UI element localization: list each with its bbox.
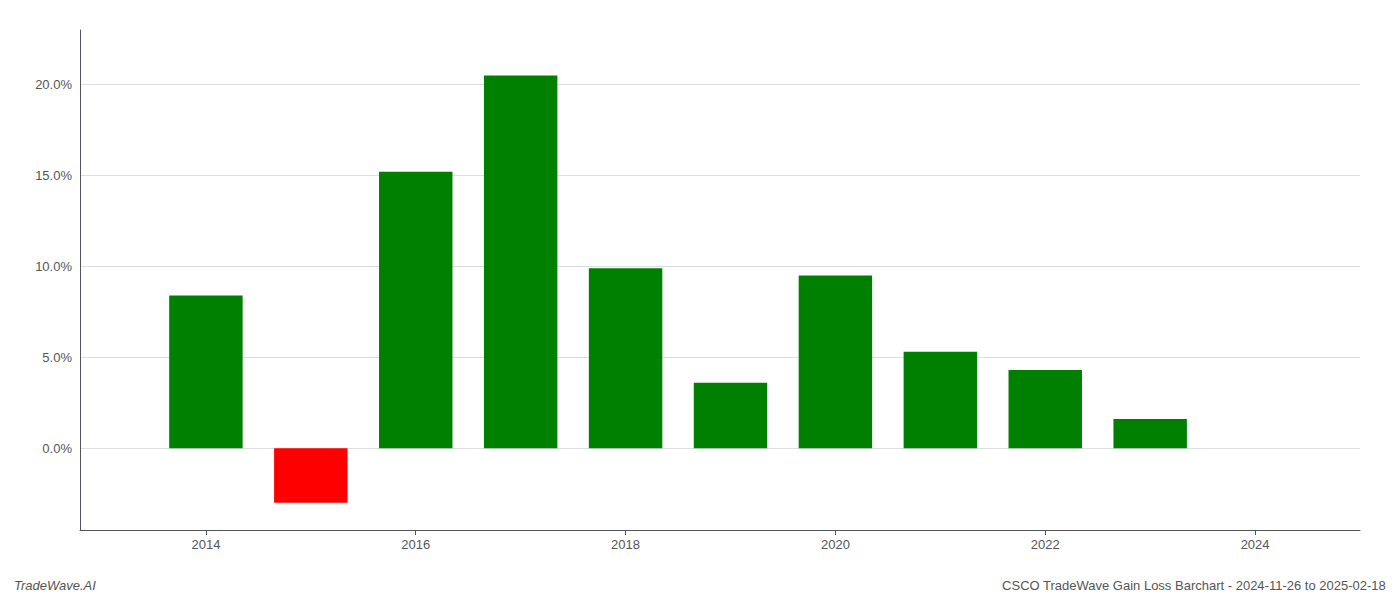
svg-text:2024: 2024 bbox=[1241, 537, 1270, 552]
svg-text:15.0%: 15.0% bbox=[35, 168, 72, 183]
svg-text:2022: 2022 bbox=[1031, 537, 1060, 552]
svg-text:0.0%: 0.0% bbox=[42, 441, 72, 456]
svg-text:2020: 2020 bbox=[821, 537, 850, 552]
svg-text:20.0%: 20.0% bbox=[35, 77, 72, 92]
svg-text:5.0%: 5.0% bbox=[42, 350, 72, 365]
svg-text:TradeWave.AI: TradeWave.AI bbox=[14, 578, 96, 593]
svg-text:2016: 2016 bbox=[401, 537, 430, 552]
svg-text:2014: 2014 bbox=[191, 537, 220, 552]
svg-text:CSCO TradeWave Gain Loss Barch: CSCO TradeWave Gain Loss Barchart - 2024… bbox=[1002, 578, 1386, 593]
svg-text:2018: 2018 bbox=[611, 537, 640, 552]
svg-text:10.0%: 10.0% bbox=[35, 259, 72, 274]
